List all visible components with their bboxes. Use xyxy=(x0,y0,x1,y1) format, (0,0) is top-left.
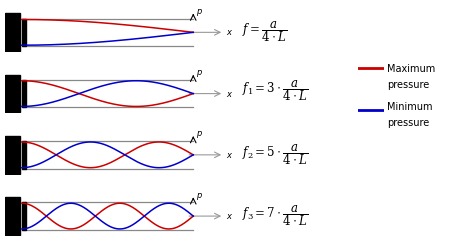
Text: Maximum: Maximum xyxy=(387,64,436,74)
Text: pressure: pressure xyxy=(387,118,429,128)
Text: p: p xyxy=(196,191,201,200)
Bar xyxy=(22,141,26,169)
Text: x: x xyxy=(226,212,231,221)
Text: x: x xyxy=(226,28,231,37)
Text: x: x xyxy=(226,90,231,98)
Text: p: p xyxy=(196,7,201,16)
Text: $f = \dfrac{a}{4 \cdot L}$: $f = \dfrac{a}{4 \cdot L}$ xyxy=(242,20,287,44)
Bar xyxy=(5,136,20,174)
Text: p: p xyxy=(196,68,201,77)
Bar xyxy=(22,80,26,107)
Text: Minimum: Minimum xyxy=(387,102,433,111)
Bar xyxy=(5,13,20,51)
Bar xyxy=(22,202,26,230)
Bar xyxy=(5,197,20,235)
Text: x: x xyxy=(226,151,231,160)
Text: pressure: pressure xyxy=(387,80,429,90)
Text: p: p xyxy=(196,129,201,138)
Text: $f_3 = 7 \cdot \dfrac{a}{4 \cdot L}$: $f_3 = 7 \cdot \dfrac{a}{4 \cdot L}$ xyxy=(242,203,309,228)
Text: $f_2 = 5 \cdot \dfrac{a}{4 \cdot L}$: $f_2 = 5 \cdot \dfrac{a}{4 \cdot L}$ xyxy=(242,142,309,167)
Bar xyxy=(5,75,20,112)
Text: $f_1 = 3 \cdot \dfrac{a}{4 \cdot L}$: $f_1 = 3 \cdot \dfrac{a}{4 \cdot L}$ xyxy=(242,78,309,103)
Bar xyxy=(22,19,26,46)
